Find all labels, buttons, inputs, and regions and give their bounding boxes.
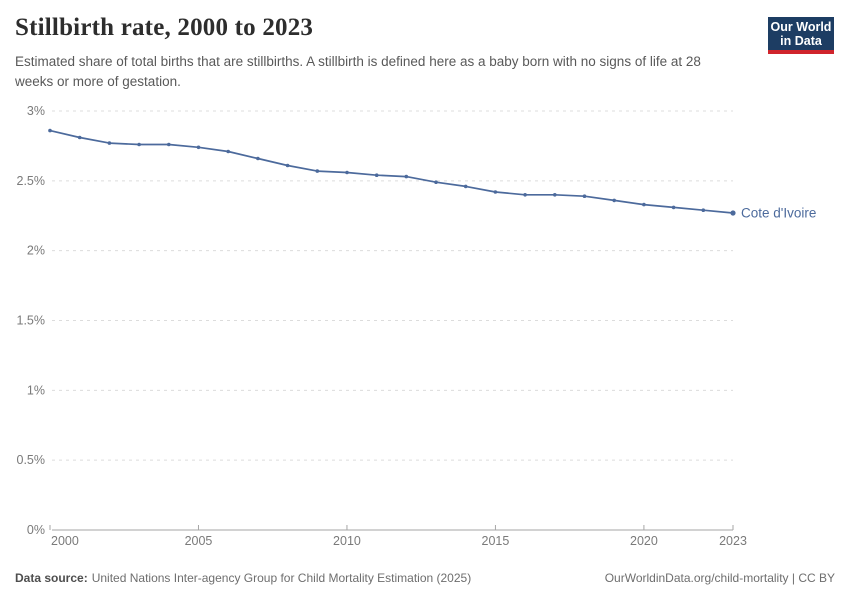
data-point-marker	[196, 145, 201, 150]
data-point-marker	[137, 142, 141, 147]
x-tick-label: 2015	[482, 534, 510, 548]
attribution-link[interactable]: OurWorldinData.org/child-mortality | CC …	[604, 571, 835, 585]
data-point-marker	[315, 169, 320, 173]
data-point-marker	[345, 170, 349, 175]
x-tick-label: 2005	[185, 534, 213, 548]
x-tick-label: 2023	[719, 534, 747, 548]
data-source-label: Data source:	[15, 571, 88, 585]
y-tick-label: 2.5%	[17, 174, 46, 188]
data-point-marker	[701, 208, 706, 212]
data-point-marker	[463, 184, 468, 189]
data-point-marker	[167, 142, 171, 147]
data-point-marker	[107, 141, 112, 145]
data-point-marker	[582, 194, 587, 198]
data-point-marker	[523, 193, 527, 197]
data-source-text: United Nations Inter-agency Group for Ch…	[91, 571, 472, 585]
chart-subtitle: Estimated share of total births that are…	[15, 54, 701, 89]
data-point-marker	[226, 149, 230, 154]
data-point-marker	[77, 135, 82, 140]
data-point-marker	[374, 173, 379, 177]
data-source: Data source: United Nations Inter-agency …	[15, 571, 471, 585]
owid-logo: Our World in Data	[768, 17, 834, 54]
owid-logo-line2: in Data	[780, 34, 822, 48]
data-point-marker	[404, 174, 409, 179]
data-line[interactable]	[49, 129, 734, 214]
x-tick-label: 2000	[51, 534, 79, 548]
data-point-marker	[671, 205, 676, 210]
y-tick-label: 0.5%	[17, 453, 46, 467]
x-tick-label: 2010	[333, 534, 361, 548]
page-title: Stillbirth rate, 2000 to 2023	[15, 14, 314, 41]
chart-header: Stillbirth rate, 2000 to 2023 Estimated …	[15, 14, 755, 91]
owid-logo-line1: Our World	[770, 20, 832, 34]
y-tick-label: 1%	[27, 383, 45, 397]
data-point-marker	[612, 198, 616, 203]
data-point-marker	[730, 210, 736, 216]
data-point-marker	[285, 163, 290, 168]
data-point-marker	[434, 180, 438, 184]
data-point-marker	[493, 190, 498, 194]
x-tick-label: 2020	[630, 534, 658, 548]
y-tick-label: 0%	[27, 523, 45, 537]
data-point-marker	[553, 193, 557, 197]
data-point-marker	[48, 128, 52, 133]
chart-footer: Data source: United Nations Inter-agency …	[15, 571, 835, 585]
data-point-marker	[642, 202, 646, 207]
y-tick-label: 2%	[27, 244, 45, 258]
y-tick-label: 3%	[27, 104, 45, 118]
data-point-marker	[256, 156, 260, 161]
y-tick-label: 1.5%	[17, 314, 46, 328]
entity-label[interactable]: Cote d'Ivoire	[741, 205, 816, 220]
